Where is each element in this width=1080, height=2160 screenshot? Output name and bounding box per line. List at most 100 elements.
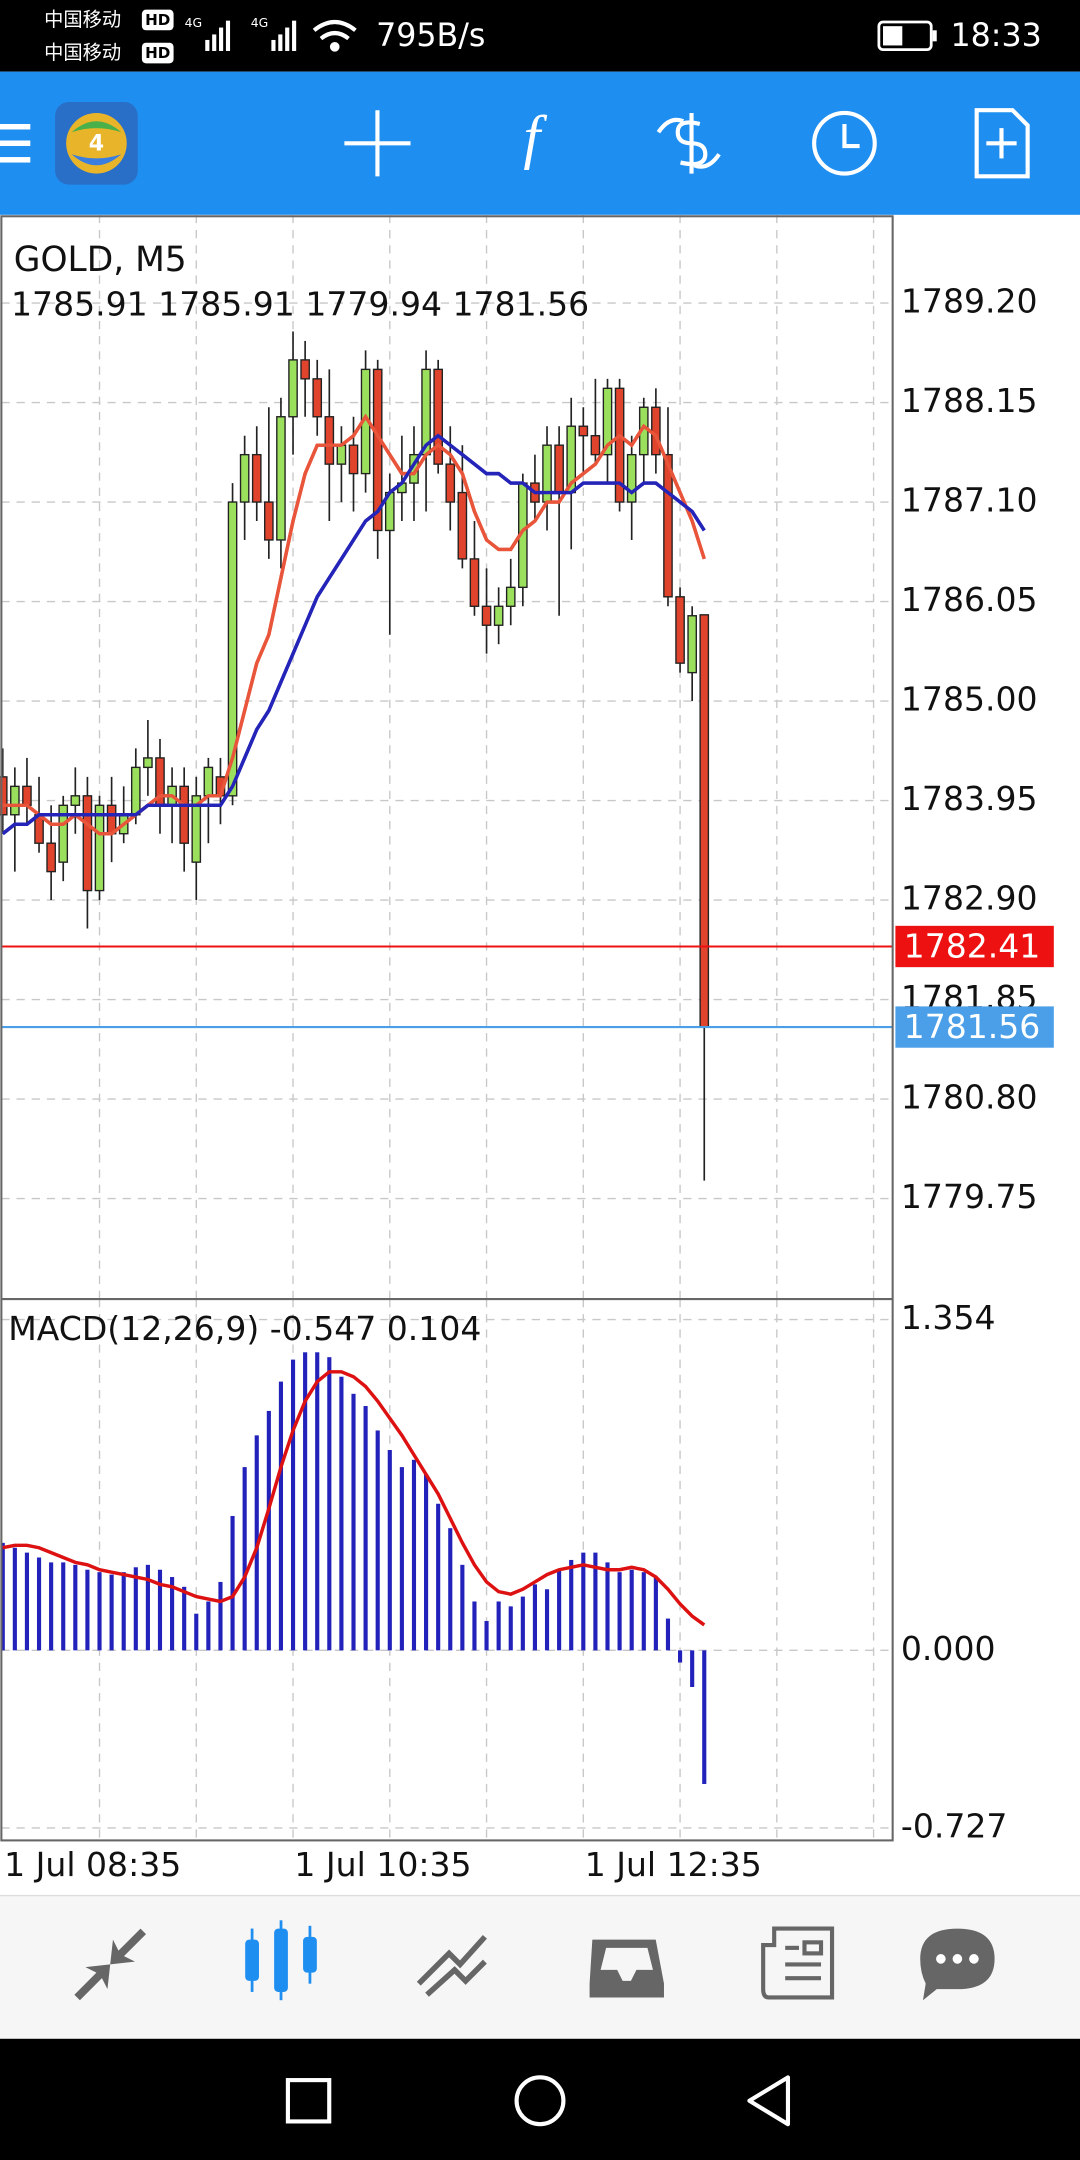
- hd-badge: [141, 42, 174, 64]
- signal-icon: [205, 20, 231, 51]
- candle-body: [70, 795, 81, 806]
- y-tick-label: 0.000: [901, 1629, 996, 1668]
- candle-body: [312, 378, 323, 418]
- battery-icon: [877, 20, 933, 51]
- macd-bar: [109, 1574, 114, 1651]
- x-tick-label: 1 Jul 12:35: [585, 1845, 762, 1884]
- signal-icon: [271, 20, 297, 51]
- y-tick-label: 1.354: [901, 1298, 996, 1337]
- app-logo[interactable]: 4: [55, 101, 138, 185]
- quotes-tab[interactable]: [74, 1928, 147, 2001]
- macd-bar: [581, 1552, 586, 1651]
- macd-bar: [194, 1613, 199, 1651]
- macd-bar: [460, 1564, 465, 1651]
- carrier: 中国移动: [44, 41, 121, 64]
- y-tick-label: 1789.20: [901, 282, 1038, 321]
- macd-bar: [557, 1569, 562, 1651]
- carrier: 中国移动: [44, 8, 121, 31]
- macd-bar: [702, 1650, 707, 1784]
- macd-bar: [145, 1564, 150, 1651]
- candle-body: [324, 416, 335, 465]
- y-tick-label: 1787.10: [901, 481, 1038, 520]
- macd-bar: [121, 1572, 126, 1651]
- candle-body: [179, 785, 189, 844]
- trade-tab[interactable]: [416, 1934, 487, 1997]
- candle-body: [481, 605, 492, 626]
- messages-tab[interactable]: [920, 1928, 995, 2001]
- menu-button[interactable]: [0, 123, 31, 163]
- macd-bar: [508, 1606, 513, 1651]
- y-tick-label: 1782.90: [901, 879, 1038, 918]
- candle-body: [687, 615, 697, 674]
- y-tick-label: 1788.15: [901, 381, 1038, 420]
- y-tick-label: 1786.05: [901, 580, 1038, 619]
- system-nav: [0, 2038, 1080, 2160]
- y-tick-label: 1779.75: [901, 1177, 1038, 1216]
- candle-body: [251, 453, 262, 503]
- macd-bar: [472, 1601, 477, 1651]
- recents-button[interactable]: [285, 2078, 332, 2124]
- crosshair-button[interactable]: [344, 110, 411, 177]
- candle-body: [130, 766, 141, 816]
- new-order-button[interactable]: [974, 108, 1030, 179]
- timeframe-button[interactable]: [812, 110, 877, 176]
- trade-button[interactable]: [656, 112, 721, 174]
- macd-bar: [170, 1577, 175, 1651]
- back-button[interactable]: [747, 2075, 791, 2127]
- candle-body: [675, 596, 685, 664]
- macd-bar: [520, 1596, 525, 1651]
- macd-bar: [690, 1650, 695, 1687]
- candle-body: [614, 387, 625, 503]
- macd-bar: [399, 1467, 404, 1651]
- macd-bar: [24, 1552, 30, 1651]
- macd-bar: [496, 1601, 501, 1651]
- macd-bar: [218, 1581, 223, 1651]
- macd-title: MACD(12,26,9) -0.547 0.104: [8, 1309, 481, 1348]
- macd-bar: [230, 1515, 235, 1651]
- y-tick-label: -0.727: [901, 1806, 1008, 1845]
- macd-bar: [605, 1562, 610, 1651]
- price-tag-label: 1782.41: [904, 926, 1041, 965]
- macd-bar: [641, 1572, 646, 1651]
- macd-bar: [665, 1618, 671, 1651]
- candle-body: [372, 368, 383, 532]
- candle-body: [143, 757, 153, 769]
- macd-bar: [544, 1589, 550, 1651]
- candle-body: [22, 785, 32, 806]
- chart-tab[interactable]: [245, 1920, 317, 2001]
- candle-body: [626, 453, 637, 503]
- price-tag: [895, 1006, 1054, 1048]
- macd-bar: [315, 1352, 320, 1651]
- candle-body: [300, 359, 310, 380]
- candle-body: [602, 387, 613, 456]
- macd-bar: [242, 1467, 247, 1651]
- candle-body: [82, 795, 93, 892]
- macd-bar: [593, 1552, 598, 1651]
- signal-line: [2, 1370, 706, 1627]
- news-tab[interactable]: [761, 1926, 835, 2000]
- price-tag: [895, 925, 1054, 968]
- history-tab[interactable]: [589, 1939, 664, 1998]
- macd-bar: [653, 1577, 658, 1651]
- macd-bar: [411, 1459, 417, 1651]
- price-tag-label: 1781.56: [904, 1007, 1041, 1046]
- candle-body: [203, 766, 214, 797]
- candle-body: [651, 406, 661, 456]
- ohlc-summary: 1785.91 1785.91 1779.94 1781.56: [11, 284, 589, 323]
- macd-bar: [61, 1562, 66, 1651]
- macd-bar: [448, 1528, 453, 1651]
- candle-body: [348, 444, 359, 475]
- candle-body: [239, 453, 250, 503]
- home-button[interactable]: [514, 2075, 566, 2127]
- macd-bar: [569, 1559, 574, 1651]
- candle-body: [288, 359, 298, 418]
- network-label: 4G: [185, 15, 202, 30]
- candle-body: [554, 444, 564, 494]
- macd-bar: [363, 1406, 368, 1651]
- candle-body: [276, 416, 286, 541]
- candle-body: [336, 444, 347, 465]
- candle-body: [457, 491, 468, 560]
- macd-bar: [629, 1569, 634, 1651]
- candle-body: [0, 776, 8, 816]
